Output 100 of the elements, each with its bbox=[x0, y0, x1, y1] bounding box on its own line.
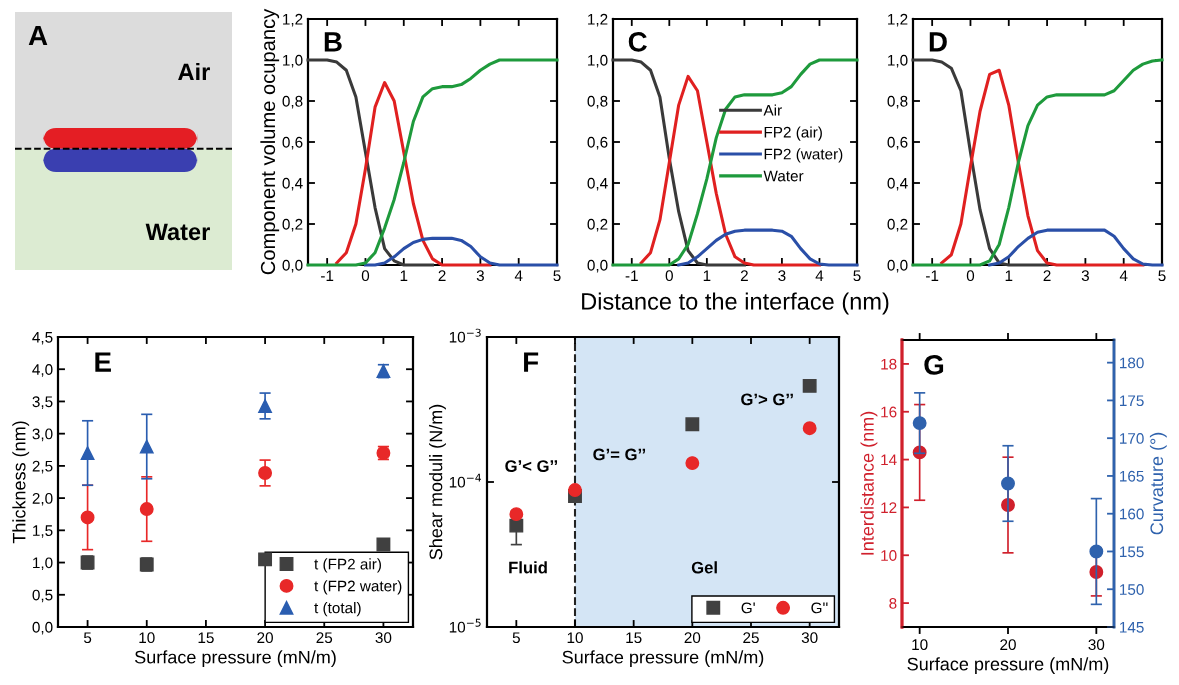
y2-tick-label: 145 bbox=[1120, 622, 1144, 633]
point bbox=[802, 378, 817, 393]
y2-tick-label: 175 bbox=[1120, 395, 1144, 407]
legend-label: G' bbox=[741, 602, 755, 614]
point bbox=[80, 510, 95, 525]
point bbox=[139, 439, 154, 454]
point bbox=[1001, 476, 1015, 491]
y-tick-label: 3,5 bbox=[32, 396, 53, 409]
y-tick-label: 0,2 bbox=[887, 218, 908, 232]
y2-tick-label: 170 bbox=[1120, 433, 1144, 444]
x-tick-label: 30 bbox=[801, 632, 818, 644]
x-tick-label: 3 bbox=[476, 270, 484, 282]
y-axis-title: Interdistance (nm) bbox=[860, 411, 878, 555]
x-tick-label: 1 bbox=[400, 270, 408, 281]
y2-tick-label: 165 bbox=[1120, 470, 1144, 482]
x-axis-title: Distance to the interface (nm) bbox=[582, 292, 889, 315]
x-tick-label: 2 bbox=[740, 270, 748, 281]
legend-label: FP2 (air) bbox=[764, 126, 822, 141]
y-tick-label: 1,0 bbox=[888, 54, 908, 68]
line-series bbox=[677, 228, 859, 267]
x-tick-label: 5 bbox=[853, 270, 861, 282]
point bbox=[912, 416, 927, 431]
y-tick-label: 0,6 bbox=[887, 136, 908, 150]
x-tick-label: -1 bbox=[926, 270, 939, 281]
annotation: G’> G’’ bbox=[741, 393, 793, 406]
x-tick-label: 3 bbox=[1081, 270, 1089, 282]
y-tick-label: 1,0 bbox=[283, 54, 303, 68]
x-tick-label: 30 bbox=[1088, 639, 1105, 651]
y2-tick-label: 160 bbox=[1120, 508, 1144, 520]
line-series bbox=[911, 58, 1049, 267]
legend-label: t (total) bbox=[314, 602, 361, 617]
y-tick-label: 0,6 bbox=[587, 136, 608, 150]
x-tick-label: 25 bbox=[743, 632, 759, 644]
chart-title: F bbox=[524, 352, 539, 372]
line-series bbox=[335, 81, 492, 267]
y-axis-title: Thickness (nm) bbox=[12, 421, 30, 544]
point bbox=[509, 518, 524, 533]
text: Air bbox=[178, 62, 210, 81]
y-axis-title: Shear moduli (N/m) bbox=[429, 404, 446, 560]
line-series bbox=[940, 68, 1145, 267]
y-tick-label: 4,0 bbox=[32, 364, 53, 377]
chart-title: B bbox=[324, 32, 342, 52]
y-tick-label: 3,0 bbox=[32, 428, 53, 442]
y2-tick-label: 155 bbox=[1120, 546, 1144, 558]
y-tick-label: 0,8 bbox=[887, 95, 908, 109]
point bbox=[139, 502, 154, 517]
x-tick-label: 4 bbox=[514, 270, 523, 281]
x-tick-label: 0 bbox=[665, 270, 673, 282]
legend-label: t (FP2 water) bbox=[314, 580, 402, 595]
y-tick-label: 2,5 bbox=[32, 460, 53, 474]
x-tick-label: 5 bbox=[83, 632, 92, 644]
y-tick-label: 1,2 bbox=[588, 13, 608, 27]
point bbox=[80, 446, 95, 460]
x-tick-label: 2 bbox=[438, 270, 446, 281]
point bbox=[376, 537, 391, 552]
y-tick-label: 14 bbox=[881, 454, 897, 466]
x-tick-label: 5 bbox=[553, 270, 561, 282]
line-series bbox=[306, 58, 435, 267]
x-tick-label: 4 bbox=[1119, 270, 1128, 281]
y-tick-label: 2,0 bbox=[32, 492, 53, 506]
y-tick-label: 10 bbox=[881, 550, 897, 561]
annotation: Gel bbox=[691, 561, 717, 574]
y2-tick-label: 180 bbox=[1120, 357, 1144, 369]
line-series bbox=[611, 58, 746, 267]
y-tick-label: 0,6 bbox=[282, 136, 303, 150]
y-tick-label: 4,5 bbox=[32, 332, 53, 345]
y-tick-label: 1,2 bbox=[283, 13, 303, 27]
y-tick-label: 0,2 bbox=[587, 218, 608, 232]
chart-title: E bbox=[95, 352, 111, 372]
x-tick-label: 2 bbox=[1043, 270, 1051, 281]
line-series bbox=[988, 228, 1164, 267]
y-tick-label: 1,0 bbox=[588, 54, 608, 68]
legend-label: FP2 (water) bbox=[764, 148, 843, 163]
y-tick-label: 1,0 bbox=[33, 557, 53, 571]
x-tick-label: 20 bbox=[684, 632, 701, 644]
annotation: G’< G’’ bbox=[505, 460, 558, 472]
point bbox=[258, 552, 273, 567]
x-tick-label: 1 bbox=[703, 270, 711, 281]
y-tick-label: 0,0 bbox=[587, 259, 608, 273]
y-tick-label: 18 bbox=[881, 358, 897, 370]
text: Water bbox=[145, 223, 210, 241]
point bbox=[509, 507, 524, 522]
y-tick-label: 10$^{−5}$ bbox=[449, 618, 481, 633]
x-axis-title: Surface pressure (mN/m) bbox=[562, 650, 764, 668]
x-tick-label: 10 bbox=[567, 632, 583, 644]
y-tick-label: 8 bbox=[889, 597, 897, 609]
chart-title: D bbox=[929, 32, 947, 52]
y2-tick-label: 150 bbox=[1120, 584, 1144, 595]
y-tick-label: 1,2 bbox=[888, 13, 908, 27]
y-tick-label: 0,4 bbox=[587, 177, 608, 191]
y-tick-label: 0,5 bbox=[32, 589, 53, 603]
x-tick-label: 5 bbox=[512, 632, 520, 644]
x-tick-label: 0 bbox=[966, 270, 975, 282]
point bbox=[258, 466, 273, 480]
y-tick-label: 0,2 bbox=[282, 218, 303, 232]
y-tick-label: 12 bbox=[881, 502, 897, 513]
legend-label: t (FP2 air) bbox=[314, 558, 381, 573]
text: A bbox=[28, 25, 48, 46]
x-tick-label: 5 bbox=[1158, 270, 1166, 282]
y-tick-label: 0,4 bbox=[887, 177, 908, 191]
